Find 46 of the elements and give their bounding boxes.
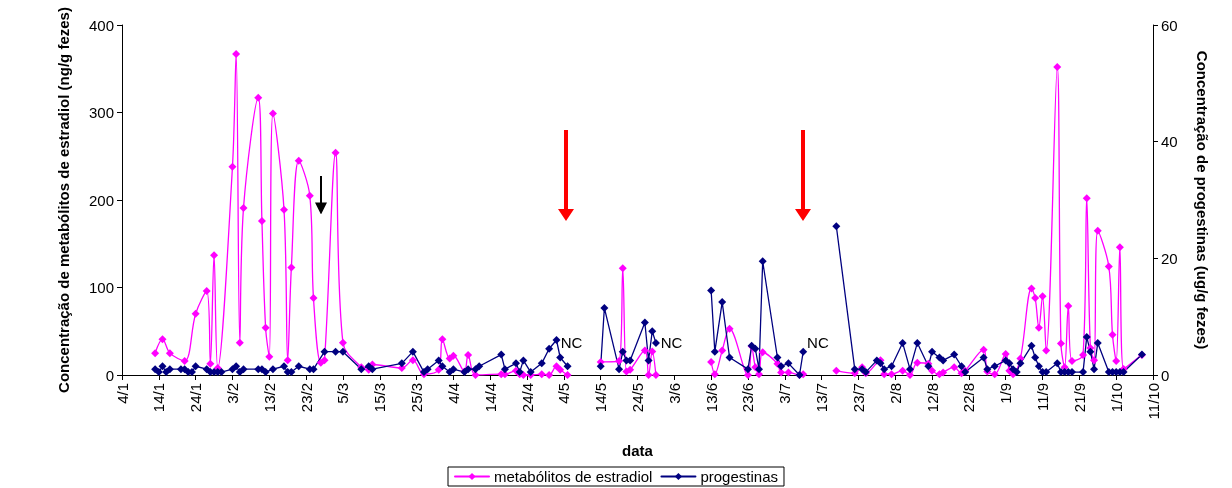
annotation: NC xyxy=(660,333,683,351)
x-tick-label: 15/3 xyxy=(371,383,389,413)
x-tick-label: 3/2 xyxy=(223,383,241,404)
x-tick-label: 21/9 xyxy=(1070,383,1088,413)
x-tick-label: 12/8 xyxy=(923,383,941,413)
x-tick-label: 3/6 xyxy=(665,383,683,404)
x-tick-label: 22/8 xyxy=(960,383,978,413)
y2-tick-label: 20 xyxy=(1161,249,1178,267)
x-tick-label: 13/7 xyxy=(813,383,831,413)
x-tick-label: 1/9 xyxy=(997,383,1015,404)
x-tick-label: 1/10 xyxy=(1107,383,1125,413)
y2-tick-label: 40 xyxy=(1161,133,1178,151)
annotation: NC xyxy=(560,333,583,351)
x-tick-label: 4/5 xyxy=(555,383,573,404)
y2-tick-label: 0 xyxy=(1161,366,1170,384)
x-axis-title: data xyxy=(622,442,654,459)
x-tick-label: 23/7 xyxy=(849,383,867,413)
x-tick-label: 23/6 xyxy=(739,383,757,413)
x-tick-label: 14/1 xyxy=(150,383,168,413)
x-tick-label: 2/8 xyxy=(886,383,904,404)
x-tick-label: 4/4 xyxy=(444,383,462,404)
y-tick-label: 0 xyxy=(105,366,114,384)
y-tick-label: 400 xyxy=(88,16,114,34)
annotation: NC xyxy=(807,333,829,351)
y2-tick-label: 60 xyxy=(1161,16,1178,34)
y-tick-label: 100 xyxy=(88,279,114,296)
x-tick-label: 4/1 xyxy=(113,383,131,404)
y-tick-label: 300 xyxy=(88,104,114,121)
legend-label: progestinas xyxy=(700,468,778,485)
x-tick-label: 14/5 xyxy=(592,383,610,413)
x-tick-label: 24/4 xyxy=(518,383,536,413)
y-tick-label: 200 xyxy=(88,191,114,209)
x-tick-label: 13/6 xyxy=(702,383,720,413)
x-tick-label: 5/3 xyxy=(334,383,352,404)
x-tick-label: 24/1 xyxy=(187,383,205,413)
y2-axis-title: Concentração de progestinas (ug/g fezes) xyxy=(1193,50,1211,350)
x-tick-label: 3/7 xyxy=(776,383,794,404)
x-tick-label: 24/5 xyxy=(629,383,646,413)
x-tick-label: 13/2 xyxy=(260,383,278,413)
x-tick-label: 11/9 xyxy=(1034,383,1052,412)
x-tick-label: 11/10 xyxy=(1144,383,1162,420)
y-axis-title: Concentração de metabólitos de estradiol (ng/g fezes) xyxy=(54,7,72,393)
legend-label: metabólitos de estradiol xyxy=(494,468,653,485)
x-tick-label: 25/3 xyxy=(408,383,426,413)
x-tick-label: 14/4 xyxy=(481,383,499,413)
x-tick-label: 23/2 xyxy=(297,383,315,413)
